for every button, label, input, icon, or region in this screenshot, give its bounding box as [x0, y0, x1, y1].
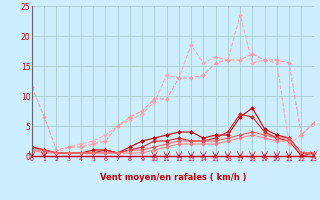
X-axis label: Vent moyen/en rafales ( km/h ): Vent moyen/en rafales ( km/h ) [100, 174, 246, 182]
